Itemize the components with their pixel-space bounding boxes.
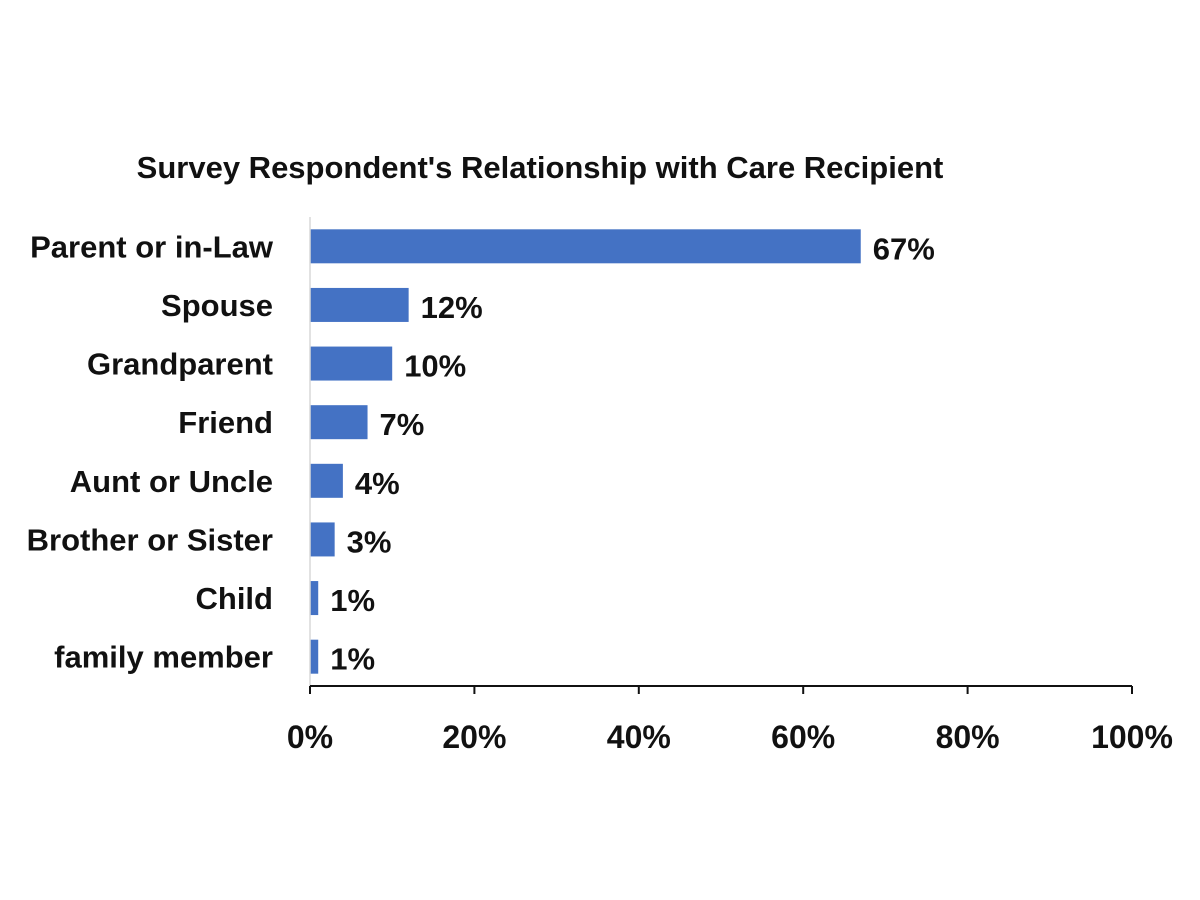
category-label: Child: [196, 581, 274, 616]
bar: [310, 522, 335, 557]
bar: [310, 346, 393, 381]
category-label: Parent or in-Law: [30, 229, 274, 264]
axes-group: 0% 20% 40% 60% 80% 100%: [287, 217, 1173, 755]
category-label: family member: [54, 640, 273, 675]
bar: [310, 287, 409, 322]
data-label: 10%: [404, 349, 466, 384]
data-label: 12%: [421, 290, 483, 325]
bar: [310, 639, 319, 674]
category-label: Grandparent: [87, 347, 273, 382]
bar: [310, 581, 319, 616]
category-label: Aunt or Uncle: [70, 464, 273, 499]
bar: [310, 229, 861, 264]
x-tick-label: 80%: [936, 719, 1000, 755]
category-label: Brother or Sister: [27, 522, 273, 557]
category-label: Spouse: [161, 288, 273, 323]
x-tick-label: 60%: [771, 719, 835, 755]
data-label: 1%: [330, 642, 375, 677]
x-tick-label: 100%: [1091, 719, 1173, 755]
data-label: 1%: [330, 583, 375, 618]
bars-group: Parent or in-Law 67% Spouse 12% Grandparent 1…: [27, 229, 935, 677]
x-tick-label: 20%: [442, 719, 506, 755]
x-tick-label: 40%: [607, 719, 671, 755]
data-label: 4%: [355, 466, 400, 501]
data-label: 7%: [380, 407, 425, 442]
chart-title: Survey Respondent's Relationship with Ca…: [137, 150, 944, 185]
data-label: 3%: [347, 524, 392, 559]
x-tick-label: 0%: [287, 719, 333, 755]
bar: [310, 463, 343, 498]
bar: [310, 405, 368, 440]
category-label: Friend: [178, 405, 273, 440]
data-label: 67%: [873, 231, 935, 266]
